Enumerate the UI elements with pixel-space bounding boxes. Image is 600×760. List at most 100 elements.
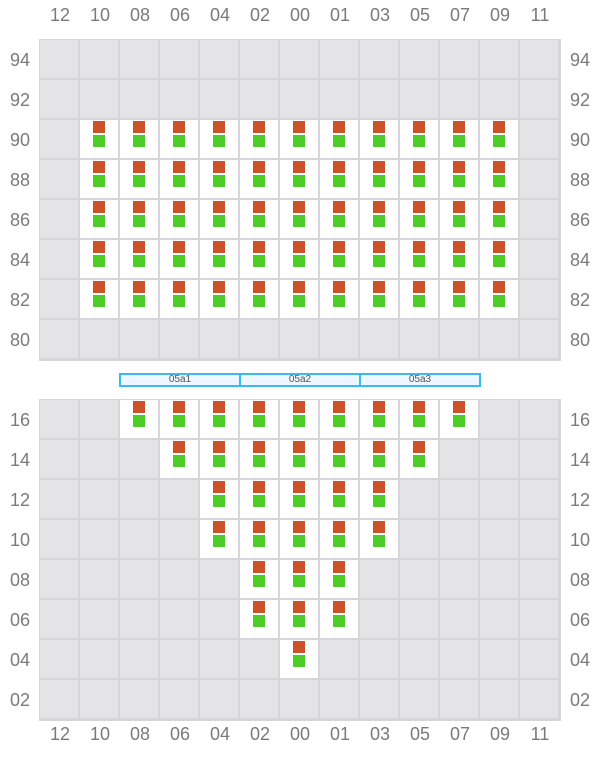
green-marker-icon (213, 535, 225, 547)
seat-cell-available[interactable] (320, 440, 358, 478)
seat-cell-available[interactable] (240, 400, 278, 438)
seat-cell-available[interactable] (240, 560, 278, 598)
seat-cell-available[interactable] (320, 480, 358, 518)
seat-cell-available[interactable] (80, 200, 118, 238)
seat-cell-available[interactable] (400, 120, 438, 158)
seat-cell-available[interactable] (400, 280, 438, 318)
seat-cell-available[interactable] (200, 440, 238, 478)
seat-cell-available[interactable] (360, 400, 398, 438)
seat-cell-available[interactable] (320, 200, 358, 238)
seat-cell-available[interactable] (400, 440, 438, 478)
seat-cell-available[interactable] (240, 160, 278, 198)
seat-cell-available[interactable] (160, 400, 198, 438)
seat-cell-available[interactable] (280, 480, 318, 518)
zone-05a1[interactable]: 05a1 (119, 373, 241, 387)
seat-cell-available[interactable] (120, 200, 158, 238)
seat-cell-available[interactable] (320, 120, 358, 158)
seat-cell-available[interactable] (440, 400, 478, 438)
seat-cell-available[interactable] (320, 400, 358, 438)
seat-cell-available[interactable] (120, 120, 158, 158)
seat-cell-available[interactable] (480, 200, 518, 238)
seat-cell-available[interactable] (360, 480, 398, 518)
seat-cell-available[interactable] (120, 240, 158, 278)
zone-05a2[interactable]: 05a2 (239, 373, 361, 387)
seat-cell-available[interactable] (200, 400, 238, 438)
green-marker-icon (293, 255, 305, 267)
seat-cell-available[interactable] (280, 120, 318, 158)
seat-cell-available[interactable] (280, 240, 318, 278)
seat-cell-available[interactable] (160, 160, 198, 198)
seat-cell-available[interactable] (440, 280, 478, 318)
seat-cell-available[interactable] (200, 480, 238, 518)
seat-cell-available[interactable] (280, 280, 318, 318)
green-marker-icon (133, 135, 145, 147)
seat-cell-available[interactable] (320, 600, 358, 638)
seat-cell-available[interactable] (360, 200, 398, 238)
seat-cell-available[interactable] (200, 240, 238, 278)
seat-cell-available[interactable] (120, 160, 158, 198)
seat-cell-available[interactable] (240, 600, 278, 638)
seat-cell-available[interactable] (280, 200, 318, 238)
seat-cell-available[interactable] (80, 160, 118, 198)
seat-cell-available[interactable] (440, 240, 478, 278)
seat-cell-available[interactable] (160, 280, 198, 318)
seat-cell-available[interactable] (240, 240, 278, 278)
orange-marker-icon (453, 121, 465, 133)
seat-cell-available[interactable] (80, 280, 118, 318)
seat-cell-available[interactable] (360, 280, 398, 318)
seat-cell-available[interactable] (120, 280, 158, 318)
seat-cell-available[interactable] (80, 240, 118, 278)
seat-cell-available[interactable] (240, 480, 278, 518)
seat-cell-available[interactable] (280, 640, 318, 678)
seat-cell-available[interactable] (480, 280, 518, 318)
seat-cell-available[interactable] (320, 160, 358, 198)
green-marker-icon (173, 415, 185, 427)
seat-cell-available[interactable] (240, 200, 278, 238)
seat-cell-available[interactable] (320, 520, 358, 558)
seat-cell-available[interactable] (160, 440, 198, 478)
seat-cell-available[interactable] (280, 440, 318, 478)
seat-cell-available[interactable] (200, 160, 238, 198)
orange-marker-icon (293, 441, 305, 453)
green-marker-icon (333, 575, 345, 587)
seat-cell-available[interactable] (200, 280, 238, 318)
seat-cell-available[interactable] (160, 200, 198, 238)
seat-cell-available[interactable] (280, 400, 318, 438)
seat-cell-available[interactable] (280, 560, 318, 598)
seat-cell-available[interactable] (80, 120, 118, 158)
seat-cell-available[interactable] (480, 120, 518, 158)
seat-cell-available[interactable] (400, 160, 438, 198)
seat-cell-available[interactable] (320, 280, 358, 318)
seat-cell-available[interactable] (480, 240, 518, 278)
seat-cell-available[interactable] (200, 200, 238, 238)
seat-cell-available[interactable] (160, 120, 198, 158)
seat-cell-available[interactable] (240, 440, 278, 478)
seat-cell-available[interactable] (480, 160, 518, 198)
seat-cell-available[interactable] (120, 400, 158, 438)
seat-cell-available[interactable] (240, 280, 278, 318)
zone-05a3[interactable]: 05a3 (359, 373, 481, 387)
seat-cell-empty (480, 440, 518, 478)
seat-cell-available[interactable] (440, 120, 478, 158)
seat-cell-empty (40, 80, 78, 118)
seat-cell-available[interactable] (280, 600, 318, 638)
seat-cell-available[interactable] (360, 520, 398, 558)
seat-cell-available[interactable] (360, 440, 398, 478)
seat-cell-available[interactable] (400, 400, 438, 438)
seat-cell-available[interactable] (400, 240, 438, 278)
seat-cell-available[interactable] (160, 240, 198, 278)
seat-cell-available[interactable] (440, 200, 478, 238)
seat-cell-available[interactable] (320, 240, 358, 278)
seat-cell-available[interactable] (360, 120, 398, 158)
seat-cell-available[interactable] (320, 560, 358, 598)
seat-cell-available[interactable] (240, 120, 278, 158)
seat-cell-available[interactable] (280, 160, 318, 198)
seat-cell-available[interactable] (360, 240, 398, 278)
seat-cell-available[interactable] (360, 160, 398, 198)
seat-cell-available[interactable] (200, 520, 238, 558)
seat-cell-available[interactable] (240, 520, 278, 558)
seat-cell-available[interactable] (440, 160, 478, 198)
seat-cell-available[interactable] (400, 200, 438, 238)
seat-cell-available[interactable] (280, 520, 318, 558)
seat-cell-available[interactable] (200, 120, 238, 158)
